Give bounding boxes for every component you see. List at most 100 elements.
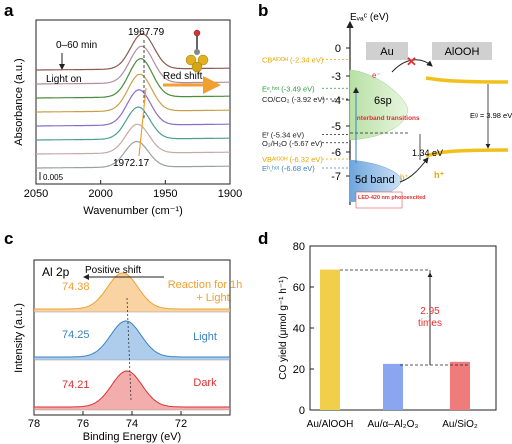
panel-d-bars — [320, 269, 470, 410]
alooh-box — [432, 42, 492, 60]
panel-b-tick-label-0: 0 — [335, 43, 341, 55]
interband-label: interband transitions — [355, 115, 420, 122]
xps-curve-0 — [34, 272, 230, 310]
panel-d-annotation-unit: times — [418, 318, 442, 329]
hole-alooh-label: h⁺ — [434, 170, 444, 180]
spectrum-curve-4 — [36, 89, 230, 127]
au-label: Au — [380, 46, 393, 58]
vb-alooh — [425, 148, 509, 158]
bar-2 — [450, 361, 470, 410]
xps-series-name-0: Reaction for 1h + Light — [168, 279, 243, 304]
panel-d-annotation-value: 2.95 — [420, 306, 440, 317]
panel-c-tick-label-2: 74 — [126, 418, 138, 430]
panel-b-tick-label-3: -5 — [331, 121, 341, 133]
xps-fill-1 — [34, 321, 230, 360]
category-label-2: Au/SiO₂ — [442, 419, 478, 430]
panel-c-tick-label-3: 72 — [175, 418, 187, 430]
hole-au-label: h⁺ — [400, 173, 409, 182]
panel-d-ylabel: CO yield (μmol g⁻¹ h⁻¹) — [278, 276, 289, 380]
level-label-1: Eᵉ,ʰᵒᵗ (-3.49 eV) — [262, 84, 315, 93]
panel-b-ylabel: Eᵥₐᶜ (eV) — [350, 12, 389, 23]
panel-a-tick-label-3: 1900 — [218, 188, 242, 200]
xps-series-name-2: Dark — [193, 377, 217, 389]
xps-series-name-line-1: Reaction for 1h — [168, 279, 243, 291]
panel-c-guide — [126, 297, 132, 401]
led-box — [355, 191, 403, 209]
xps-fill-0 — [34, 273, 230, 312]
panel-a-x-ticks: 2050 2000 1950 1900 — [24, 180, 242, 200]
spectrum-curve-3 — [36, 73, 230, 113]
xps-curve-2 — [34, 370, 230, 408]
panel-c-title: Al 2p — [42, 265, 70, 279]
panel-a-tick-label-2: 1950 — [153, 188, 177, 200]
bar-1 — [383, 363, 403, 410]
panel-c-x-ticks: 78 76 74 72 — [28, 411, 187, 430]
panel-a-peak-top: 1967.79 — [128, 27, 165, 38]
spectrum-curve-2 — [36, 57, 230, 99]
panel-a-scale-label: 0.005 — [43, 173, 64, 182]
electron-transfer-arrow — [391, 59, 433, 73]
eg-label: Eᵍ = 3.98 eV — [470, 111, 512, 120]
panel-a-shift-label: Red shift — [163, 71, 203, 82]
panel-a-ylabel: Absorbance (a.u.) — [13, 58, 25, 145]
panel-b-tick-label-5: -7 — [331, 171, 341, 183]
panel-a-frame — [35, 19, 231, 185]
panel-c: c Al 2p Intensity (a.u.) 74.38 Reaction f… — [4, 229, 242, 443]
panel-d-tick-label-0: 0 — [299, 405, 305, 417]
panel-b-tick-label-4: -6 — [331, 147, 341, 159]
xps-curve-1 — [34, 320, 230, 358]
blocked-icon: ✕ — [406, 54, 417, 69]
panel-a-tick-label-1: 2000 — [88, 188, 112, 200]
gap-label: 1.34 eV — [412, 148, 443, 158]
panel-d-letter: d — [258, 229, 268, 248]
spectrum-curve-5 — [36, 106, 230, 141]
panel-c-shift-label: Positive shift — [85, 265, 141, 276]
panel-d-categories: Au/AlOOH Au/α–Al₂O₃ Au/SiO₂ — [307, 419, 478, 430]
xps-series-name-line-2: + Light — [196, 292, 229, 304]
electron-label: e⁻ — [372, 71, 381, 80]
spectrum-curve-1 — [36, 45, 230, 85]
panel-a-curves — [36, 33, 230, 169]
panel-b-ticks: 0 -3 -4 -5 -6 -7 — [331, 43, 350, 183]
sp-label: 6sp — [374, 95, 392, 107]
level-label-4: O₂/H₂O (-5.67 eV) — [262, 139, 323, 148]
panel-b: b Eᵥₐᶜ (eV) 0 -3 -4 -5 -6 -7 Au AlOOH CBᴬˡᴼᴼᴴ… — [258, 1, 512, 209]
panel-a-time-label: 0–60 min — [56, 40, 97, 51]
panel-b-levels: CBᴬˡᴼᴼᴴ (-2.34 eV) Eᵉ,ʰᵒᵗ (-3.49 eV) CO/CO… — [262, 56, 350, 173]
level-label-6: Eʰ,ʰᵒᵗ (-6.68 eV) — [262, 164, 315, 173]
panel-c-letter: c — [4, 229, 13, 248]
panel-b-tick-label-1: -3 — [331, 71, 341, 83]
panel-d-y-ticks: 0 20 40 60 80 — [293, 241, 314, 417]
panel-a: a 2050 2000 1950 1900 Wavenumber (cm⁻¹) Abs… — [4, 1, 242, 217]
xps-fill-2 — [34, 371, 230, 410]
xps-series-name-1: Light — [193, 331, 217, 343]
panel-a-tick-label-0: 2050 — [24, 188, 48, 200]
panel-c-tick-label-0: 78 — [28, 418, 40, 430]
category-label-1: Au/α–Al₂O₃ — [368, 419, 419, 430]
xps-peak-label-1: 74.25 — [62, 329, 90, 341]
panel-d-tick-label-4: 80 — [293, 241, 305, 253]
panel-a-shift-line — [138, 87, 147, 157]
au-box — [366, 42, 408, 60]
level-label-5: VBᴬˡᴼᴼᴴ (-6.32 eV) — [262, 155, 323, 164]
panel-a-peak-bottom: 1972.17 — [113, 158, 150, 169]
alooh-label: AlOOH — [445, 46, 480, 58]
hole-transfer-arrow — [399, 157, 429, 183]
panel-b-letter: b — [258, 1, 268, 20]
level-label-0: CBᴬˡᴼᴼᴴ (-2.34 eV) — [262, 56, 324, 65]
co-molecule-icon — [185, 29, 209, 73]
panel-d-tick-label-1: 20 — [293, 364, 305, 376]
panel-b-tick-label-2: -4 — [331, 95, 341, 107]
panel-d-tick-label-2: 40 — [293, 323, 305, 335]
cb-alooh — [425, 76, 509, 84]
spectrum-curve-7 — [36, 140, 230, 169]
bar-0 — [320, 269, 340, 410]
d-label: 5d band — [355, 174, 395, 186]
category-label-0: Au/AlOOH — [307, 419, 354, 430]
panel-c-tick-label-1: 76 — [77, 418, 89, 430]
panel-c-ylabel: Intensity (a.u.) — [13, 303, 25, 373]
xps-peak-label-2: 74.21 — [62, 379, 90, 391]
level-label-2: CO/CO₂ (-3.92 eV) — [262, 95, 325, 104]
panel-c-xlabel: Binding Energy (eV) — [83, 431, 181, 443]
